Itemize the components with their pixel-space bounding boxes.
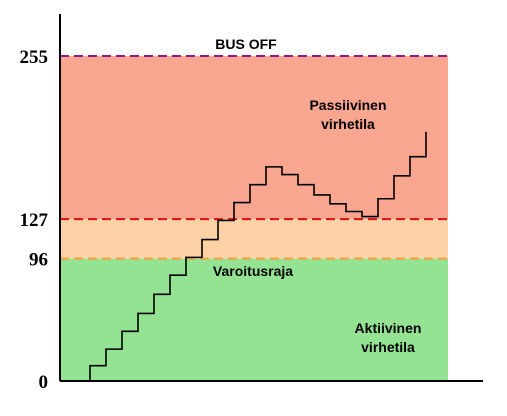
series-point-1 [89, 364, 91, 367]
y-tick-label-0: 0 [39, 372, 49, 393]
y-tick-label-3: 255 [20, 47, 49, 68]
zone-label-2-1: virhetila [321, 116, 375, 132]
band-0 [60, 258, 448, 381]
zone-label-2-0: Passiivinen [309, 97, 386, 113]
series-point-22 [425, 131, 427, 134]
series-point-6 [169, 274, 171, 277]
zone-label-1-0: Varoitusraja [213, 263, 293, 279]
series-point-16 [329, 203, 331, 205]
y-tick-label-2: 127 [20, 210, 49, 231]
series-point-12 [265, 166, 267, 168]
series-point-21 [409, 155, 411, 158]
series-point-19 [377, 197, 379, 200]
series-point-8 [201, 238, 203, 241]
series-point-0 [73, 380, 75, 382]
band-2 [60, 56, 448, 220]
series-point-18 [361, 215, 363, 218]
zone-label-0-1: virhetila [361, 339, 415, 355]
y-tick-label-1: 96 [29, 250, 48, 271]
zone-label-0-0: Aktiivinen [355, 320, 422, 336]
series-point-3 [121, 330, 123, 333]
series-point-5 [153, 293, 155, 296]
series-point-17 [345, 210, 347, 213]
series-point-2 [105, 348, 107, 350]
series-point-9 [217, 219, 219, 222]
series-point-15 [313, 194, 315, 196]
threshold-label-0: BUS OFF [215, 36, 277, 52]
series-point-7 [185, 256, 187, 259]
series-point-10 [233, 201, 235, 204]
series-point-20 [393, 175, 395, 177]
series-point-14 [297, 183, 299, 186]
series-point-13 [281, 173, 283, 176]
series-point-11 [249, 183, 251, 186]
series-point-4 [137, 312, 139, 315]
band-1 [60, 219, 448, 259]
